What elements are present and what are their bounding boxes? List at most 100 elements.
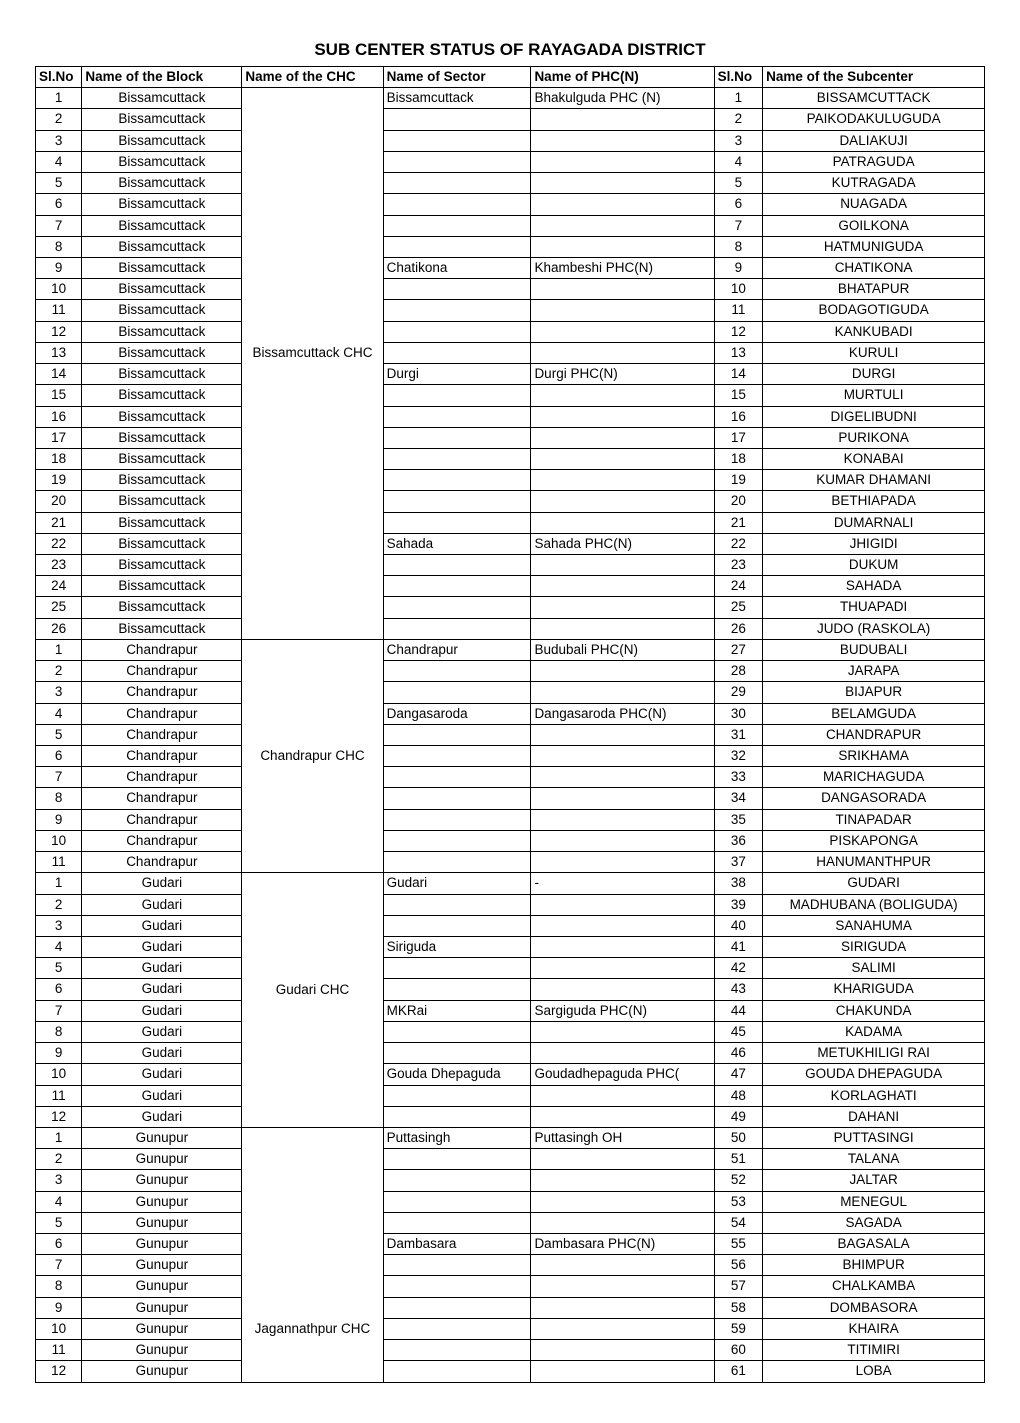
- cell-sector: Dangasaroda: [383, 703, 531, 724]
- cell-subcenter: DOMBASORA: [763, 1297, 985, 1318]
- cell-slno2: 25: [714, 597, 763, 618]
- cell-slno: 12: [36, 1106, 82, 1127]
- cell-sector: [383, 1085, 531, 1106]
- cell-phc: [531, 1085, 714, 1106]
- cell-slno2: 18: [714, 448, 763, 469]
- cell-slno: 6: [36, 194, 82, 215]
- table-row: 2Gunupur51TALANA: [36, 1149, 985, 1170]
- cell-subcenter: PATRAGUDA: [763, 151, 985, 172]
- table-row: 6ChandrapurChandrapur CHC32SRIKHAMA: [36, 746, 985, 767]
- cell-phc: [531, 1340, 714, 1361]
- table-row: 11Gunupur60TITIMIRI: [36, 1340, 985, 1361]
- cell-sector: [383, 427, 531, 448]
- cell-phc: [531, 1318, 714, 1339]
- cell-sector: [383, 576, 531, 597]
- cell-slno2: 16: [714, 406, 763, 427]
- cell-slno2: 51: [714, 1149, 763, 1170]
- cell-slno: 7: [36, 1255, 82, 1276]
- cell-slno: 3: [36, 1170, 82, 1191]
- cell-slno: 5: [36, 173, 82, 194]
- cell-subcenter: PURIKONA: [763, 427, 985, 448]
- cell-chc: [242, 427, 383, 448]
- cell-phc: [531, 576, 714, 597]
- cell-sector: [383, 852, 531, 873]
- cell-slno: 3: [36, 915, 82, 936]
- cell-phc: [531, 151, 714, 172]
- cell-chc: [242, 894, 383, 915]
- cell-subcenter: CHAKUNDA: [763, 1000, 985, 1021]
- cell-slno: 19: [36, 470, 82, 491]
- cell-block: Gudari: [82, 1064, 242, 1085]
- cell-chc: [242, 830, 383, 851]
- cell-slno: 17: [36, 427, 82, 448]
- cell-subcenter: PISKAPONGA: [763, 830, 985, 851]
- cell-slno2: 20: [714, 491, 763, 512]
- cell-subcenter: KHARIGUDA: [763, 979, 985, 1000]
- cell-phc: [531, 830, 714, 851]
- cell-sector: [383, 448, 531, 469]
- cell-phc: [531, 1149, 714, 1170]
- cell-chc: [242, 236, 383, 257]
- cell-block: Gunupur: [82, 1318, 242, 1339]
- table-row: 4Gunupur53MENEGUL: [36, 1191, 985, 1212]
- cell-subcenter: DUMARNALI: [763, 512, 985, 533]
- cell-sector: [383, 915, 531, 936]
- cell-slno: 7: [36, 215, 82, 236]
- table-row: 7Chandrapur33MARICHAGUDA: [36, 767, 985, 788]
- cell-sector: [383, 597, 531, 618]
- cell-chc: [242, 958, 383, 979]
- table-row: 18Bissamcuttack18KONABAI: [36, 448, 985, 469]
- cell-slno2: 15: [714, 385, 763, 406]
- cell-subcenter: BISSAMCUTTACK: [763, 88, 985, 109]
- cell-block: Gunupur: [82, 1170, 242, 1191]
- cell-phc: [531, 1276, 714, 1297]
- cell-sector: [383, 894, 531, 915]
- table-row: 15Bissamcuttack15MURTULI: [36, 385, 985, 406]
- cell-slno: 9: [36, 1043, 82, 1064]
- cell-chc: [242, 448, 383, 469]
- cell-subcenter: LOBA: [763, 1361, 985, 1382]
- table-row: 9Gunupur58DOMBASORA: [36, 1297, 985, 1318]
- table-row: 2Chandrapur28JARAPA: [36, 661, 985, 682]
- table-row: 2Gudari39MADHUBANA (BOLIGUDA): [36, 894, 985, 915]
- cell-phc: [531, 979, 714, 1000]
- cell-chc: [242, 1021, 383, 1042]
- cell-subcenter: MENEGUL: [763, 1191, 985, 1212]
- cell-phc: [531, 1021, 714, 1042]
- cell-sector: [383, 1212, 531, 1233]
- table-header-row: Sl.No Name of the Block Name of the CHC …: [36, 67, 985, 88]
- cell-subcenter: BODAGOTIGUDA: [763, 300, 985, 321]
- cell-phc: [531, 470, 714, 491]
- cell-sector: Bissamcuttack: [383, 88, 531, 109]
- table-row: 8Gunupur57CHALKAMBA: [36, 1276, 985, 1297]
- cell-chc: [242, 1085, 383, 1106]
- cell-subcenter: TALANA: [763, 1149, 985, 1170]
- cell-chc: [242, 173, 383, 194]
- cell-chc: [242, 788, 383, 809]
- cell-phc: [531, 1170, 714, 1191]
- cell-sector: [383, 342, 531, 363]
- cell-subcenter: KANKUBADI: [763, 321, 985, 342]
- cell-slno: 4: [36, 151, 82, 172]
- cell-subcenter: THUAPADI: [763, 597, 985, 618]
- cell-slno: 11: [36, 300, 82, 321]
- cell-subcenter: BHIMPUR: [763, 1255, 985, 1276]
- cell-phc: [531, 597, 714, 618]
- cell-sector: [383, 830, 531, 851]
- cell-block: Gudari: [82, 958, 242, 979]
- cell-sector: [383, 979, 531, 1000]
- cell-slno: 4: [36, 1191, 82, 1212]
- cell-slno2: 29: [714, 682, 763, 703]
- cell-sector: [383, 1021, 531, 1042]
- cell-slno2: 49: [714, 1106, 763, 1127]
- table-row: 12Bissamcuttack12KANKUBADI: [36, 321, 985, 342]
- table-row: 3Gudari40SANAHUMA: [36, 915, 985, 936]
- cell-slno: 1: [36, 873, 82, 894]
- cell-subcenter: TINAPADAR: [763, 809, 985, 830]
- cell-block: Chandrapur: [82, 809, 242, 830]
- cell-sector: [383, 809, 531, 830]
- cell-block: Bissamcuttack: [82, 257, 242, 278]
- cell-chc: [242, 385, 383, 406]
- cell-sector: [383, 1340, 531, 1361]
- cell-block: Gunupur: [82, 1361, 242, 1382]
